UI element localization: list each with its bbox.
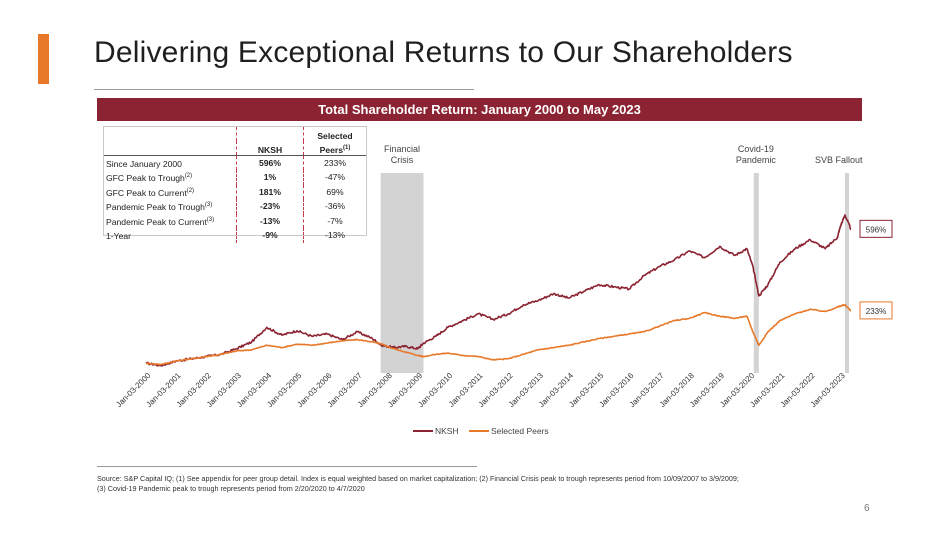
table-row: GFC Peak to Current(2) 181% 69%	[104, 184, 366, 200]
row-label: GFC Peak to Current(2)	[106, 187, 195, 198]
end-label-box	[859, 219, 893, 238]
nksh-value: -9%	[236, 228, 304, 243]
footnote-line-1: Source: S&P Capital IQ; (1) See appendix…	[97, 474, 739, 483]
end-label-box	[859, 301, 893, 320]
return-stats-table: Selected NKSH Peers(1) Since January 200…	[103, 126, 367, 243]
row-label: Pandemic Peak to Current(3)	[106, 216, 215, 227]
end-value-labels: 596% 233%	[859, 219, 893, 320]
row-label: 1-Year	[106, 231, 132, 242]
series-line-selected-peers	[145, 304, 852, 366]
end-label-nksh: 596%	[866, 225, 886, 234]
period-label-line1: Covid-19	[738, 144, 774, 154]
table-row: Pandemic Peak to Current(3) -13% -7%	[104, 213, 366, 229]
table-row: Pandemic Peak to Trough(3) -23% -36%	[104, 199, 366, 214]
peers-value: -7%	[303, 213, 366, 229]
end-label-selected-peers: 233%	[866, 307, 886, 316]
peers-header-line2: Peers(1)	[303, 141, 366, 156]
nksh-value: -23%	[236, 199, 304, 214]
x-axis-tick-labels: Jan-03-2000Jan-03-2001Jan-03-2002Jan-03-…	[114, 371, 847, 410]
peers-value: 233%	[303, 155, 366, 171]
shaded-periods	[380, 173, 849, 373]
series-lines	[145, 214, 852, 367]
period-label-line2: Pandemic	[736, 155, 777, 165]
period-label-line2: Crisis	[391, 155, 414, 165]
table-row: Since January 2000 596% 233%	[104, 155, 366, 171]
nksh-value: 596%	[236, 155, 304, 171]
peers-header-line1: Selected	[303, 127, 366, 141]
footnote-divider	[97, 466, 477, 467]
nksh-value: 181%	[236, 184, 304, 200]
row-label: Since January 2000	[106, 158, 182, 169]
nksh-value: -13%	[236, 213, 304, 229]
shaded-period-0	[380, 173, 424, 373]
shaded-period-1	[753, 173, 759, 373]
table-header-row-2: NKSH Peers(1)	[104, 141, 366, 156]
chart-legend: NKSH Selected Peers	[413, 426, 549, 436]
table-body: Since January 2000 596% 233% GFC Peak to Tr…	[104, 155, 366, 243]
legend-label: NKSH	[435, 426, 459, 436]
nksh-header: NKSH	[236, 141, 304, 156]
row-label: GFC Peak to Trough(2)	[106, 173, 193, 184]
event-band-0	[844, 173, 849, 373]
title-divider	[94, 89, 474, 90]
table-row: GFC Peak to Trough(2) 1% -47%	[104, 170, 366, 185]
title-accent-bar	[38, 34, 49, 84]
chart-banner-title: Total Shareholder Return: January 2000 t…	[97, 98, 862, 121]
slide-title: Delivering Exceptional Returns to Our Sh…	[94, 36, 793, 69]
peers-value: 69%	[303, 184, 366, 200]
period-label-line1: Financial	[384, 144, 420, 154]
row-label: Pandemic Peak to Trough(3)	[106, 202, 213, 213]
table-header-row-1: Selected	[104, 127, 366, 141]
table-row: 1-Year -9% -13%	[104, 228, 366, 243]
nksh-value: 1%	[236, 170, 304, 185]
peers-value: -47%	[303, 170, 366, 185]
peers-value: -36%	[303, 199, 366, 214]
series-line-nksh	[145, 214, 852, 367]
source-footnote: Source: S&P Capital IQ; (1) See appendix…	[97, 474, 877, 494]
footnote-line-2: (3) Covid-19 Pandemic peak to trough rep…	[97, 484, 365, 493]
peers-value: -13%	[303, 228, 366, 243]
page-number: 6	[864, 503, 870, 514]
event-label: SVB Fallout	[815, 155, 863, 165]
legend-label: Selected Peers	[491, 426, 549, 436]
